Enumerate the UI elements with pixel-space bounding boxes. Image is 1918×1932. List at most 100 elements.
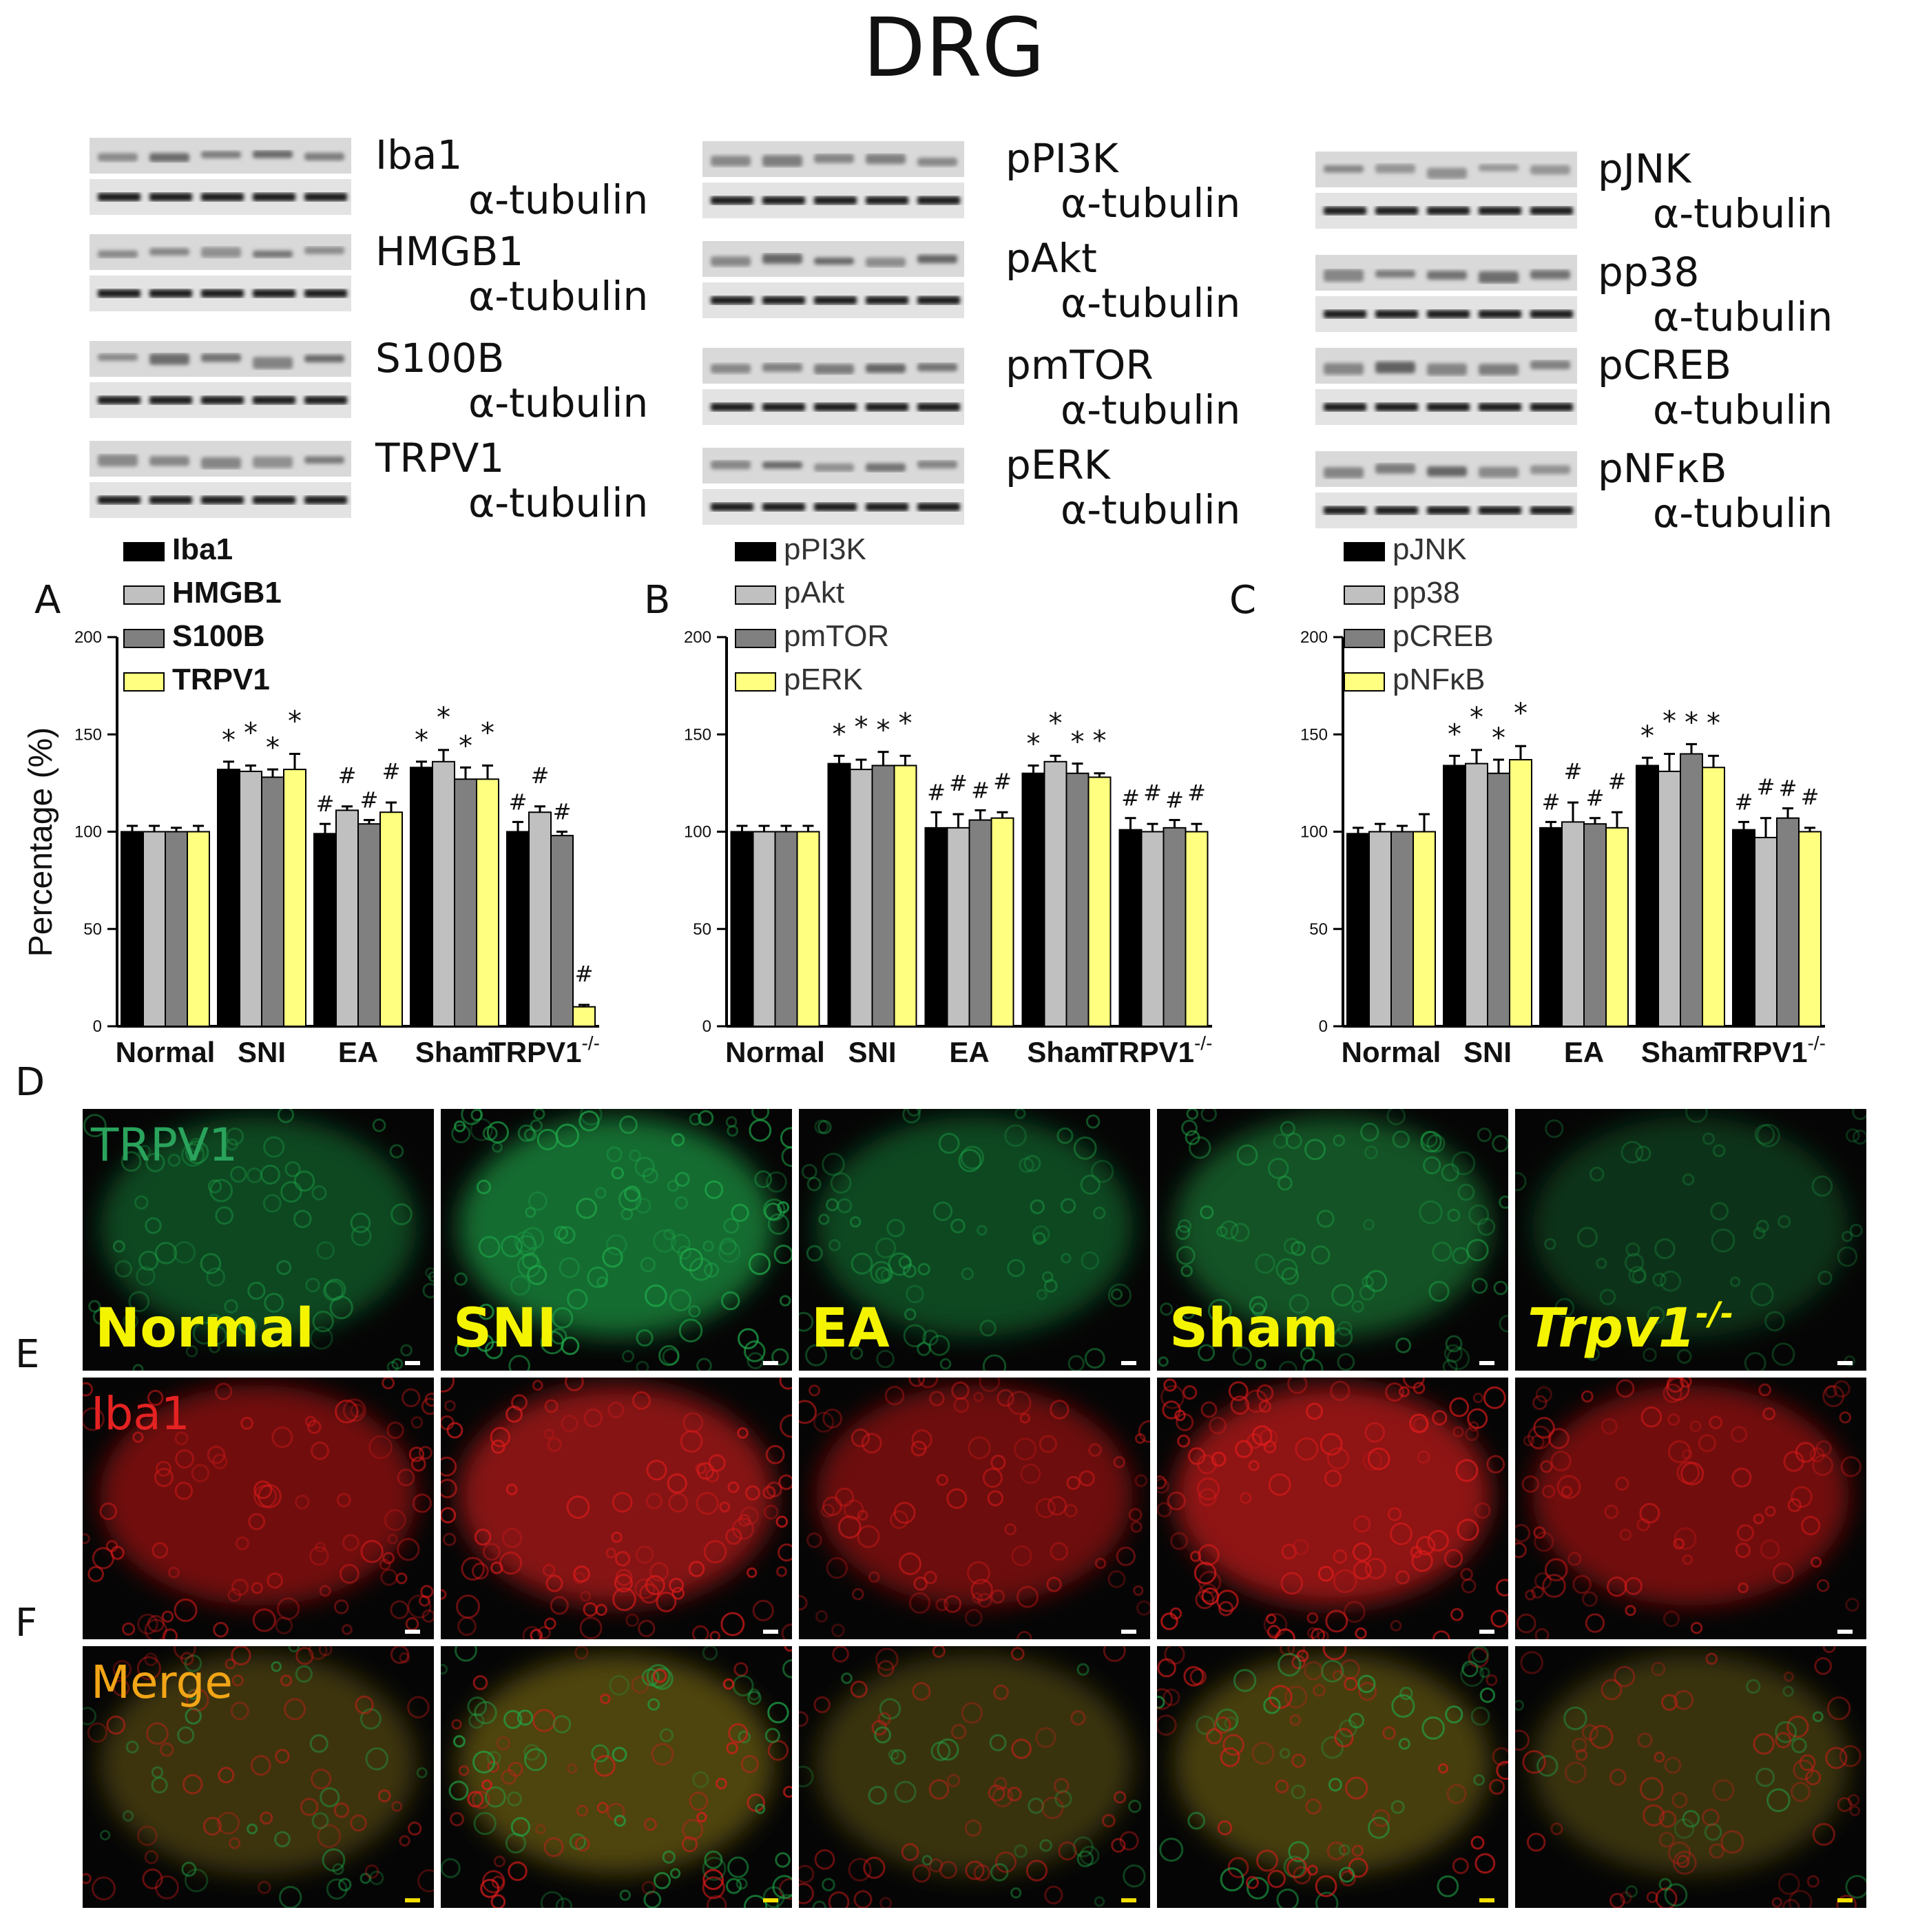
micrograph-trpv1-normal: Normal TRPV1 (83, 1109, 434, 1371)
condition-label: EA (811, 1298, 890, 1360)
significance-mark: * (1470, 702, 1483, 734)
blot-strip (90, 138, 351, 174)
micrograph-section: D E F Normal TRPV1 SNI EA Sham Trpv1-/- Iba1 Merge (15, 1060, 1866, 1908)
y-tick-label: 50 (1309, 920, 1328, 939)
blot-strip (90, 441, 351, 477)
blot-group-a: Iba1α-tubulinHMGB1α-tubulinS100Bα-tubuli… (90, 132, 648, 526)
significance-mark: * (1448, 718, 1461, 750)
panel-letter: E (15, 1332, 39, 1377)
bar (924, 827, 948, 1027)
scale-bar (1479, 1898, 1494, 1902)
scale-bar (1121, 1361, 1136, 1365)
bar (1163, 827, 1187, 1027)
category-label: SNI (848, 1036, 896, 1068)
significance-mark: * (288, 706, 302, 738)
micrograph-trpv1-sham: Sham (1157, 1109, 1508, 1371)
blot-strip (1315, 348, 1577, 384)
blot-strip (90, 341, 351, 377)
significance-mark: * (1514, 698, 1528, 729)
blot-strip (702, 141, 964, 177)
legend-label: pPI3K (784, 532, 866, 566)
bar (1185, 831, 1209, 1027)
blot-label: pmTOR (1005, 342, 1154, 388)
bar (1021, 772, 1045, 1027)
western-blot-section: Iba1α-tubulinHMGB1α-tubulinS100Bα-tubuli… (90, 132, 1833, 537)
micrograph-merge-ea (799, 1646, 1150, 1908)
significance-mark: * (877, 715, 890, 747)
bar (528, 811, 552, 1027)
bar (849, 769, 873, 1027)
micrograph-merge-sham (1157, 1646, 1508, 1908)
bar (1465, 762, 1488, 1027)
tubulin-strip (702, 183, 964, 218)
blot-label: pAkt (1005, 235, 1097, 282)
bar (357, 823, 381, 1027)
legend-label: pJNK (1393, 532, 1467, 566)
bar (1087, 776, 1112, 1028)
legend-label: pAkt (784, 576, 844, 610)
tubulin-strip (702, 489, 964, 525)
y-axis-label: Percentage (%) (23, 727, 59, 957)
scale-bar (1121, 1630, 1136, 1634)
micrograph-trpv1-sni: SNI (441, 1109, 792, 1371)
bar (774, 831, 798, 1027)
category-label: TRPV1-/- (1101, 1032, 1213, 1068)
bar (871, 765, 895, 1027)
condition-label: SNI (453, 1298, 556, 1360)
scale-bar (763, 1361, 778, 1365)
blot-group-c: pJNKα-tubulinpp38α-tubulinpCREBα-tubulin… (1315, 145, 1833, 537)
bar (827, 762, 851, 1027)
scale-bar (763, 1898, 778, 1902)
legend-swatch (123, 542, 165, 561)
significance-mark: # (993, 768, 1012, 794)
bar (283, 769, 306, 1027)
significance-mark: * (481, 717, 494, 749)
y-tick-label: 150 (684, 725, 711, 744)
bar (1702, 767, 1725, 1028)
legend-swatch (735, 629, 776, 648)
tubulin-label: α-tubulin (468, 176, 648, 223)
category-label: Normal (116, 1036, 216, 1068)
scale-bar (1121, 1898, 1136, 1902)
micrograph-merge-sni (441, 1646, 792, 1908)
tubulin-strip (90, 382, 351, 418)
bar (1509, 758, 1532, 1027)
blot-label: TRPV1 (375, 435, 504, 481)
bar (946, 827, 970, 1027)
scale-bar (1837, 1630, 1853, 1634)
y-tick-label: 50 (693, 920, 711, 939)
bar (143, 831, 166, 1027)
significance-mark: * (833, 718, 846, 750)
tubulin-label: α-tubulin (468, 479, 648, 526)
bar (752, 831, 776, 1027)
legend-label: Iba1 (172, 532, 233, 566)
blot-label: Iba1 (375, 132, 462, 178)
bar (1754, 836, 1778, 1027)
bar (968, 819, 992, 1028)
bar (1487, 772, 1510, 1027)
y-tick-label: 150 (74, 725, 102, 744)
scale-bar (763, 1630, 778, 1634)
bar (379, 811, 403, 1027)
category-label: EA (949, 1036, 989, 1068)
category-label: SNI (1463, 1036, 1512, 1068)
condition-superscript: -/- (1696, 1295, 1733, 1332)
micrograph-iba1-sham (1157, 1378, 1508, 1639)
significance-mark: * (459, 730, 472, 762)
significance-mark: * (899, 707, 913, 739)
bar (1605, 827, 1629, 1027)
legend-swatch (1344, 542, 1385, 561)
bar (1390, 831, 1414, 1027)
bar (1658, 770, 1681, 1028)
micrograph-trpv1-ea: EA (799, 1109, 1150, 1371)
significance-mark: * (266, 732, 280, 764)
significance-mark: # (1779, 776, 1797, 802)
bar (572, 1006, 596, 1027)
significance-mark: * (1049, 707, 1063, 739)
significance-mark: # (338, 762, 357, 789)
significance-mark: * (415, 725, 428, 756)
bar (1065, 772, 1090, 1027)
bar (796, 831, 820, 1027)
